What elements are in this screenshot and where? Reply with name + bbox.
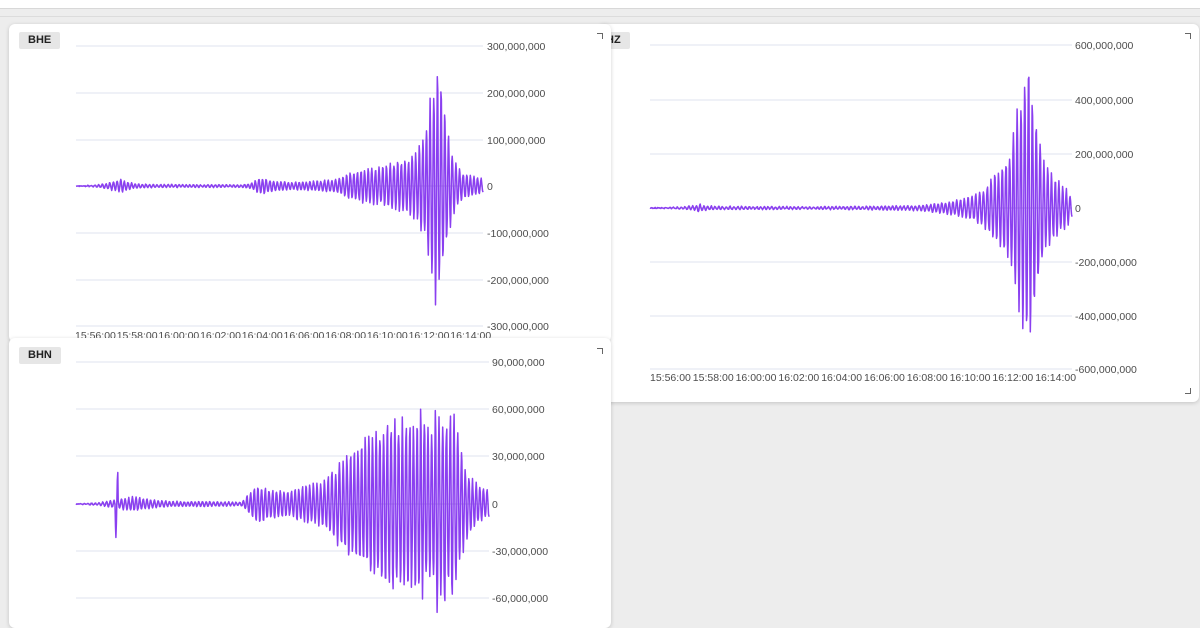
y-tick-label: 60,000,000	[492, 404, 545, 416]
x-tick-label: 16:08:00	[907, 372, 948, 384]
waveform-trace-bhe	[76, 77, 483, 305]
waveform-trace-bhn	[76, 409, 489, 612]
waveform-trace-bhz	[650, 77, 1072, 332]
x-tick-label: 16:04:00	[821, 372, 862, 384]
x-tick-label: 15:56:00	[650, 372, 691, 384]
resize-handle-top[interactable]	[597, 348, 603, 354]
y-tick-label: 200,000,000	[1075, 149, 1134, 161]
y-tick-label: 90,000,000	[492, 357, 545, 369]
y-tick-label: -300,000,000	[487, 321, 549, 333]
x-tick-label: 16:12:00	[992, 372, 1033, 384]
seismogram-chart-bhn: 90,000,000 60,000,000 30,000,000 0 -30,000,0…	[9, 338, 611, 628]
chart-panel-bhz[interactable]: 600,000,000 400,000,000 200,000,000 0 -200,0…	[598, 24, 1199, 402]
y-tick-label: 300,000,000	[487, 41, 546, 53]
y-tick-label: 0	[1075, 203, 1081, 215]
resize-handle-bottom[interactable]	[1185, 388, 1191, 394]
x-tick-label: 16:02:00	[778, 372, 819, 384]
resize-handle-top[interactable]	[1185, 33, 1191, 39]
y-tick-label: -30,000,000	[492, 546, 548, 558]
y-tick-label: 30,000,000	[492, 451, 545, 463]
y-tick-label: 200,000,000	[487, 88, 546, 100]
seismogram-chart-bhe: 300,000,000 200,000,000 100,000,000 0 -100,0…	[9, 24, 611, 342]
y-tick-label: -600,000,000	[1075, 364, 1137, 376]
y-tick-label: -400,000,000	[1075, 311, 1137, 323]
x-tick-label: 16:10:00	[950, 372, 991, 384]
chart-panel-bhe[interactable]: 300,000,000 200,000,000 100,000,000 0 -100,0…	[9, 24, 611, 342]
top-bar	[0, 0, 1200, 9]
y-tick-label: 100,000,000	[487, 135, 546, 147]
y-tick-label: -200,000,000	[487, 275, 549, 287]
y-tick-label: 600,000,000	[1075, 40, 1134, 52]
y-tick-label: 0	[487, 181, 493, 193]
x-tick-label: 16:00:00	[736, 372, 777, 384]
y-tick-label: 0	[492, 499, 498, 511]
y-tick-label: -100,000,000	[487, 228, 549, 240]
x-tick-label: 16:06:00	[864, 372, 905, 384]
x-tick-label: 16:14:00	[1035, 372, 1076, 384]
channel-label-bhn: BHN	[19, 347, 61, 364]
seismogram-chart-bhz: 600,000,000 400,000,000 200,000,000 0 -200,0…	[598, 24, 1199, 402]
x-tick-label: 15:58:00	[693, 372, 734, 384]
channel-label-bhe: BHE	[19, 32, 60, 49]
y-tick-label: -200,000,000	[1075, 257, 1137, 269]
chart-panel-bhn[interactable]: 90,000,000 60,000,000 30,000,000 0 -30,000,0…	[9, 338, 611, 628]
resize-handle-top[interactable]	[597, 33, 603, 39]
y-tick-label: -60,000,000	[492, 593, 548, 605]
y-tick-label: 400,000,000	[1075, 95, 1134, 107]
